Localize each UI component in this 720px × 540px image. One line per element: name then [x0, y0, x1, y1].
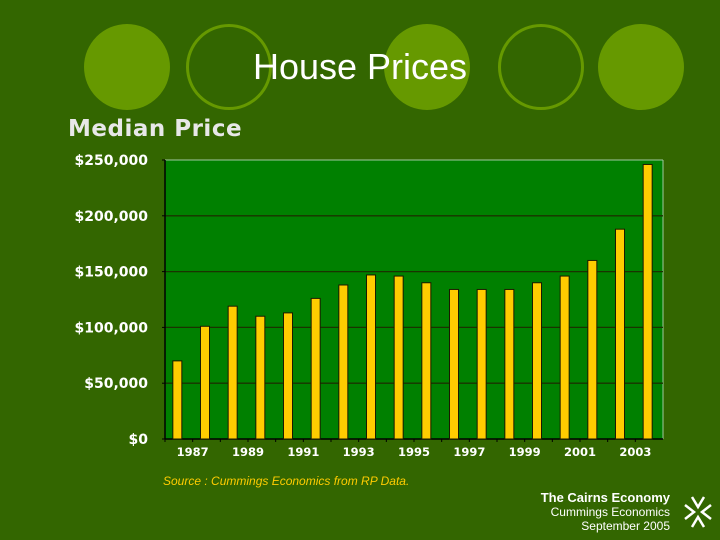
x-tick-label: 1991 — [287, 445, 319, 459]
bar-1994 — [366, 274, 376, 440]
bar-2003 — [615, 228, 625, 440]
bar-1989 — [227, 305, 238, 440]
bar-1998 — [476, 288, 487, 440]
bar-1991 — [283, 312, 293, 440]
bar-2002 — [587, 259, 598, 440]
bar-1999 — [504, 288, 515, 440]
bar-2004 — [642, 163, 653, 440]
footer-date: September 2005 — [581, 519, 670, 533]
footer-title: The Cairns Economy — [540, 490, 670, 505]
bar-1987 — [172, 360, 183, 440]
source-note: Source : Cummings Economics from RP Data… — [163, 474, 410, 488]
bar-2001 — [559, 275, 570, 440]
x-tick-label: 1987 — [177, 445, 209, 459]
bar-1988 — [200, 325, 210, 440]
footer-org: Cummings Economics — [550, 505, 670, 519]
bar-1996 — [421, 282, 432, 440]
x-tick-label: 1999 — [509, 445, 541, 459]
bar-1993 — [338, 284, 349, 440]
y-tick-label: $0 — [129, 432, 149, 448]
y-tick-label: $50,000 — [84, 376, 148, 392]
decor-circle — [84, 24, 170, 110]
x-tick-label: 1989 — [232, 445, 264, 459]
y-tick-label: $200,000 — [74, 209, 148, 225]
footer: The Cairns Economy Cummings Economics Se… — [541, 490, 670, 533]
bar-2000 — [532, 282, 542, 440]
slide-title: House Prices — [252, 46, 468, 87]
x-tick-label: 1993 — [343, 445, 375, 459]
x-tick-label: 1997 — [453, 445, 485, 459]
logo-icon — [684, 496, 712, 528]
decor-circle — [384, 24, 470, 110]
y-tick-label: $150,000 — [74, 265, 148, 281]
decor-circle — [598, 24, 684, 110]
y-tick-label: $250,000 — [74, 153, 148, 169]
bar-1990 — [255, 315, 266, 440]
bar-1992 — [310, 297, 321, 440]
bar-1995 — [393, 275, 404, 440]
y-tick-label: $100,000 — [74, 320, 148, 336]
x-tick-label: 2003 — [619, 445, 651, 459]
x-tick-label: 2001 — [564, 445, 596, 459]
plot-area — [165, 160, 663, 439]
decor-ring — [186, 24, 272, 110]
bar-1997 — [449, 288, 459, 440]
chart-title: Median Price — [68, 116, 243, 142]
x-tick-label: 1995 — [398, 445, 430, 459]
decor-ring — [498, 24, 584, 110]
